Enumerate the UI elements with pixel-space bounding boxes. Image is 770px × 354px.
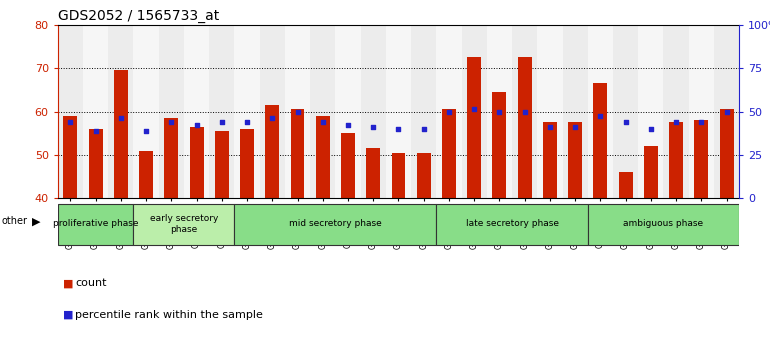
Text: early secretory
phase: early secretory phase: [149, 214, 218, 234]
Bar: [688, 25, 714, 198]
Text: proliferative phase: proliferative phase: [53, 219, 139, 228]
Bar: [618, 172, 633, 198]
Point: [316, 120, 329, 125]
Bar: [568, 122, 582, 198]
Bar: [461, 25, 487, 198]
Bar: [391, 153, 406, 198]
Point: [392, 126, 404, 132]
Point: [342, 122, 354, 127]
Bar: [487, 25, 512, 198]
Point: [241, 120, 253, 125]
Bar: [517, 57, 531, 198]
Bar: [386, 25, 411, 198]
Bar: [588, 25, 613, 198]
Bar: [411, 25, 437, 198]
Point: [266, 115, 279, 121]
FancyBboxPatch shape: [437, 204, 588, 246]
Point: [494, 109, 506, 114]
Bar: [638, 25, 664, 198]
Bar: [89, 129, 102, 198]
Bar: [543, 122, 557, 198]
Bar: [290, 109, 304, 198]
Point: [115, 115, 127, 121]
Bar: [341, 133, 355, 198]
Text: late secretory phase: late secretory phase: [466, 219, 558, 228]
Point: [443, 109, 455, 114]
Point: [644, 126, 657, 132]
Bar: [563, 25, 588, 198]
Text: ambiguous phase: ambiguous phase: [624, 219, 704, 228]
Text: other: other: [2, 216, 28, 226]
FancyBboxPatch shape: [133, 204, 234, 246]
Text: ■: ■: [63, 310, 74, 320]
Point: [367, 124, 380, 130]
Bar: [644, 146, 658, 198]
Point: [670, 120, 682, 125]
Point: [216, 120, 228, 125]
Bar: [83, 25, 109, 198]
Bar: [184, 25, 209, 198]
Point: [190, 122, 203, 127]
Text: GDS2052 / 1565733_at: GDS2052 / 1565733_at: [58, 9, 219, 23]
Bar: [164, 118, 179, 198]
FancyBboxPatch shape: [234, 204, 437, 246]
Text: count: count: [75, 278, 107, 288]
Bar: [442, 109, 456, 198]
Bar: [189, 127, 203, 198]
Bar: [367, 148, 380, 198]
FancyBboxPatch shape: [58, 204, 133, 246]
Text: ▶: ▶: [32, 216, 41, 226]
Point: [569, 124, 581, 130]
Bar: [63, 116, 77, 198]
Bar: [437, 25, 461, 198]
Bar: [234, 25, 259, 198]
Point: [619, 120, 631, 125]
Bar: [133, 25, 159, 198]
Point: [544, 124, 556, 130]
Bar: [316, 116, 330, 198]
Point: [594, 113, 607, 119]
Bar: [512, 25, 537, 198]
Point: [468, 107, 480, 112]
Text: ■: ■: [63, 278, 74, 288]
Point: [721, 109, 733, 114]
Bar: [215, 131, 229, 198]
Bar: [209, 25, 234, 198]
Point: [140, 128, 152, 134]
Bar: [159, 25, 184, 198]
Bar: [360, 25, 386, 198]
Bar: [285, 25, 310, 198]
Point: [165, 120, 177, 125]
Bar: [336, 25, 360, 198]
FancyBboxPatch shape: [588, 204, 739, 246]
Bar: [720, 109, 734, 198]
Bar: [467, 57, 481, 198]
Point: [64, 120, 76, 125]
Bar: [714, 25, 739, 198]
Point: [695, 120, 708, 125]
Bar: [240, 129, 254, 198]
Bar: [259, 25, 285, 198]
Text: percentile rank within the sample: percentile rank within the sample: [75, 310, 263, 320]
Point: [417, 126, 430, 132]
Bar: [266, 105, 280, 198]
Bar: [139, 150, 153, 198]
Bar: [537, 25, 563, 198]
Bar: [310, 25, 336, 198]
Bar: [695, 120, 708, 198]
Bar: [58, 25, 83, 198]
Bar: [109, 25, 133, 198]
Text: mid secretory phase: mid secretory phase: [289, 219, 382, 228]
Bar: [493, 92, 507, 198]
Bar: [417, 153, 430, 198]
Bar: [664, 25, 688, 198]
Point: [518, 109, 531, 114]
Bar: [114, 70, 128, 198]
Bar: [594, 83, 608, 198]
Point: [89, 128, 102, 134]
Bar: [669, 122, 683, 198]
Bar: [613, 25, 638, 198]
Point: [291, 109, 303, 114]
